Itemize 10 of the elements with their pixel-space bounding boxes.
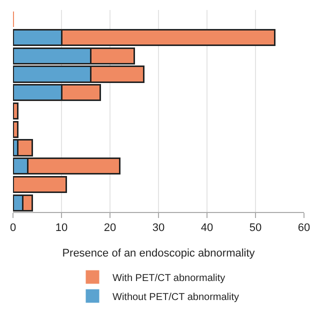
x-tick-label: 30 — [152, 222, 165, 234]
x-tick-label: 40 — [200, 222, 214, 234]
x-tick-label: 50 — [249, 222, 262, 234]
x-axis-title: Presence of an endoscopic abnormality — [62, 247, 256, 260]
legend-label: Without PET/CT abnormality — [112, 292, 240, 303]
x-tick-label: 20 — [104, 222, 116, 234]
legend-label: With PET/CT abnormality — [112, 272, 226, 284]
x-tick-label: 60 — [298, 222, 310, 234]
x-tick-label: 10 — [55, 222, 68, 234]
x-tick-label: 0 — [10, 222, 16, 234]
